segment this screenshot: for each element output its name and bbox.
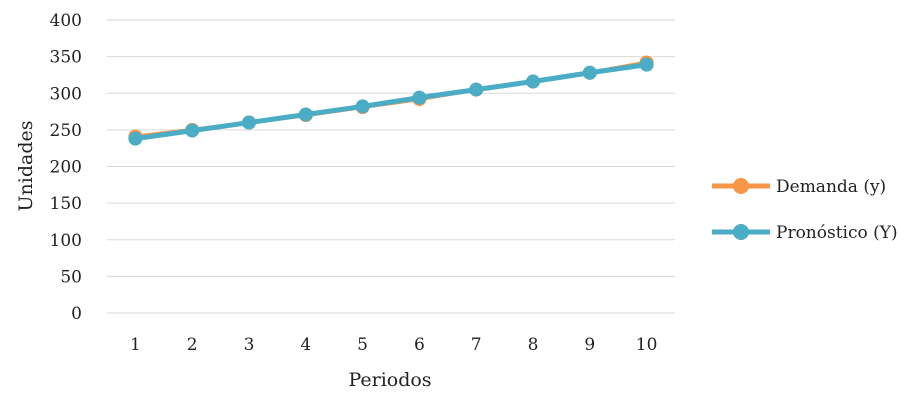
legend-label: Pronóstico (Y) <box>776 223 898 243</box>
data-point <box>355 99 370 114</box>
x-axis-title: Periodos <box>348 369 431 391</box>
legend-swatch-marker <box>733 224 749 240</box>
gridlines <box>107 19 675 314</box>
x-tick-label: 5 <box>357 335 368 355</box>
legend-swatch-marker <box>733 178 749 194</box>
series-line <box>135 62 647 142</box>
series-layer <box>128 55 654 146</box>
x-tick-label: 2 <box>187 335 198 355</box>
series-1 <box>128 57 654 146</box>
data-point <box>469 82 484 97</box>
y-tick-label: 400 <box>50 11 82 31</box>
legend: Demanda (y) Pronóstico (Y) <box>712 177 898 243</box>
data-point <box>412 90 427 105</box>
x-tick-label: 3 <box>244 335 255 355</box>
x-tick-label: 7 <box>471 335 482 355</box>
data-point <box>582 65 597 80</box>
data-point <box>298 107 313 122</box>
data-point <box>526 74 540 89</box>
y-tick-label: 0 <box>71 304 82 324</box>
data-point <box>128 131 143 146</box>
legend-item: Demanda (y) <box>712 177 886 197</box>
y-tick-label: 200 <box>50 158 82 178</box>
y-tick-label: 50 <box>60 267 82 287</box>
y-tick-label: 350 <box>50 48 82 68</box>
x-axis-ticks: 1 2 3 4 5 6 7 8 9 10 <box>130 335 657 355</box>
legend-label: Demanda (y) <box>776 177 886 197</box>
data-point <box>639 57 654 72</box>
y-axis-ticks: 0 50 100 150 200 250 300 350 400 <box>50 11 82 324</box>
y-tick-label: 150 <box>50 194 82 214</box>
y-axis-title: Unidades <box>15 121 37 212</box>
x-tick-label: 6 <box>414 335 425 355</box>
x-tick-label: 1 <box>130 335 141 355</box>
x-tick-label: 9 <box>584 335 595 355</box>
x-tick-label: 4 <box>300 335 311 355</box>
y-tick-label: 100 <box>50 231 82 251</box>
x-tick-label: 8 <box>528 335 539 355</box>
y-tick-label: 300 <box>50 84 82 104</box>
y-tick-label: 250 <box>50 121 82 141</box>
x-tick-label: 10 <box>636 335 658 355</box>
data-point <box>242 115 256 130</box>
data-point <box>185 123 200 138</box>
legend-item: Pronóstico (Y) <box>712 223 898 243</box>
